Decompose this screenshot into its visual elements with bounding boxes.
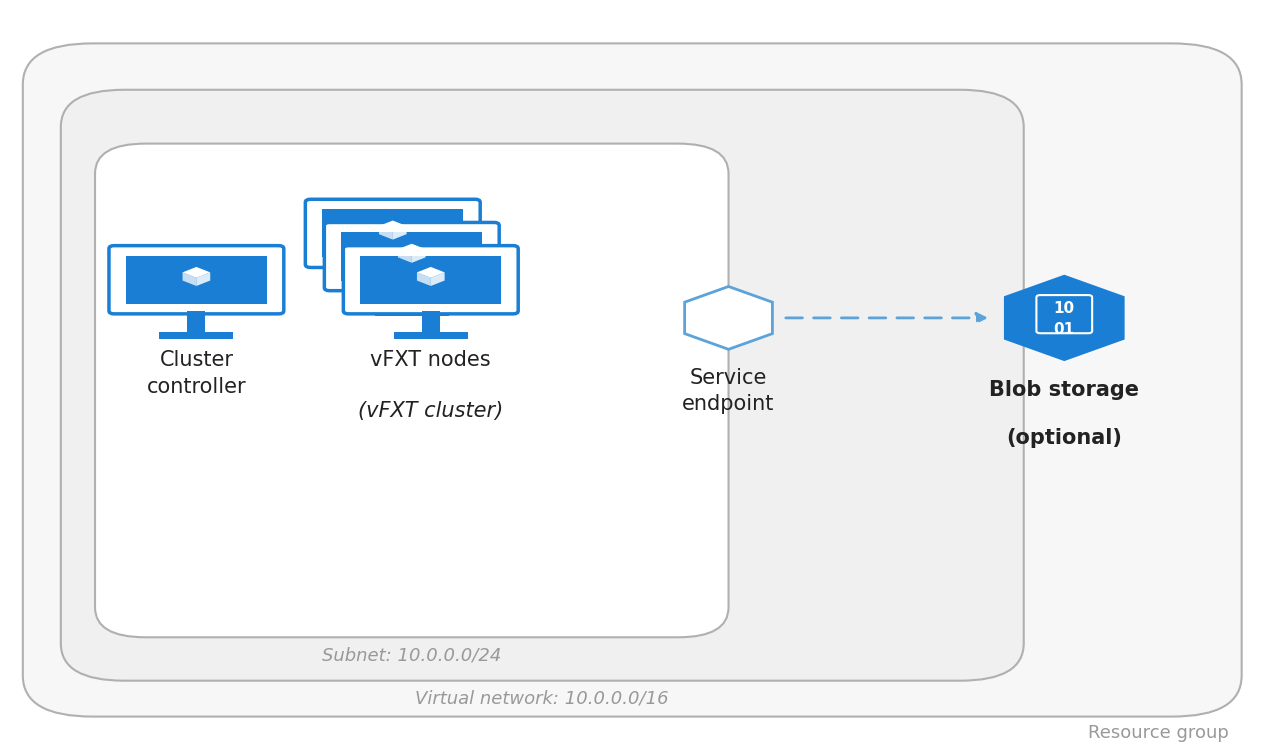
Text: Cluster
controller: Cluster controller <box>147 351 246 397</box>
Bar <box>375 309 449 316</box>
FancyBboxPatch shape <box>305 199 480 268</box>
Polygon shape <box>431 272 445 286</box>
Polygon shape <box>182 267 210 278</box>
Polygon shape <box>417 267 445 278</box>
Bar <box>125 256 267 304</box>
FancyBboxPatch shape <box>1036 295 1092 334</box>
Polygon shape <box>182 272 196 286</box>
Bar <box>384 265 402 286</box>
Polygon shape <box>379 221 407 231</box>
Polygon shape <box>684 286 773 349</box>
Bar <box>356 286 430 293</box>
FancyBboxPatch shape <box>343 245 518 314</box>
Polygon shape <box>412 249 426 263</box>
Text: (optional): (optional) <box>1006 429 1123 448</box>
Bar <box>188 311 205 332</box>
Polygon shape <box>417 272 431 286</box>
FancyBboxPatch shape <box>23 43 1242 717</box>
Bar <box>322 209 464 257</box>
FancyBboxPatch shape <box>95 144 729 637</box>
Text: vFXT nodes: vFXT nodes <box>370 351 492 370</box>
Text: Service
endpoint: Service endpoint <box>683 368 774 414</box>
Text: 01: 01 <box>1054 322 1074 337</box>
Bar <box>394 332 468 340</box>
Polygon shape <box>398 244 426 254</box>
Text: 10: 10 <box>1054 301 1074 316</box>
Text: (vFXT cluster): (vFXT cluster) <box>359 402 503 421</box>
Text: Subnet: 10.0.0.0/24: Subnet: 10.0.0.0/24 <box>322 646 502 664</box>
Polygon shape <box>398 249 412 263</box>
Polygon shape <box>196 272 210 286</box>
Polygon shape <box>1003 275 1125 361</box>
Bar <box>360 256 502 304</box>
FancyBboxPatch shape <box>61 90 1024 681</box>
Polygon shape <box>393 226 407 239</box>
FancyBboxPatch shape <box>109 245 284 314</box>
Bar <box>403 288 421 309</box>
Text: Virtual network: 10.0.0.0/16: Virtual network: 10.0.0.0/16 <box>416 690 669 708</box>
Text: Resource group: Resource group <box>1088 724 1229 742</box>
Bar <box>160 332 233 340</box>
Bar <box>422 311 440 332</box>
Polygon shape <box>379 226 393 239</box>
FancyBboxPatch shape <box>324 222 499 291</box>
Bar <box>341 233 483 280</box>
Text: Blob storage: Blob storage <box>990 380 1139 399</box>
